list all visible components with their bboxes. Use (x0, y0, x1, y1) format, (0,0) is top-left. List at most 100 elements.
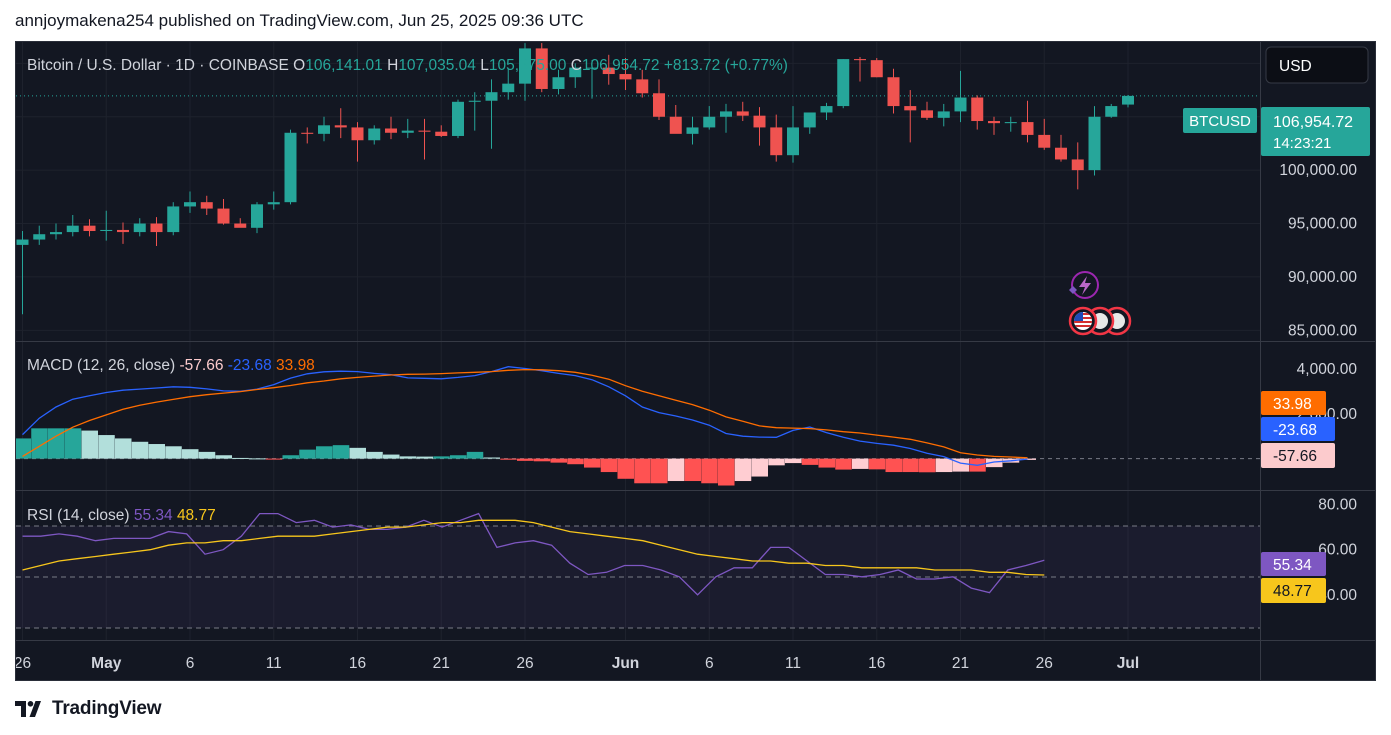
candle-body (653, 93, 665, 117)
last-price-value: 106,954.72 (1273, 114, 1353, 131)
macd-histogram-bar (366, 451, 383, 459)
rsi-legend: RSI (14, close) 55.34 48.77 (27, 507, 216, 524)
macd-histogram-bar (316, 446, 333, 459)
candle-body (66, 225, 79, 233)
candle (150, 217, 163, 246)
candle (736, 101, 749, 122)
macd-histogram-bar (416, 456, 433, 459)
macd-histogram-bar (48, 428, 65, 459)
candle-body (485, 92, 498, 101)
time-tick-label[interactable]: 11 (266, 655, 282, 672)
candle (569, 63, 582, 88)
price-axis-labels[interactable]: 85,000.0090,000.0095,000.00100,000.00105… (1279, 55, 1357, 339)
time-tick-label[interactable]: May (91, 655, 122, 672)
candle (854, 56, 866, 82)
candle-body (251, 204, 263, 228)
ticker-tag (1183, 108, 1257, 133)
rsi-ma-value-tag-label: 48.77 (1273, 583, 1312, 600)
candle (385, 116, 397, 140)
price-tick-label[interactable]: 90,000.00 (1288, 269, 1357, 286)
macd-tick-label[interactable]: 4,000.00 (1297, 361, 1358, 378)
rsi-tick-label[interactable]: 80.00 (1318, 497, 1357, 514)
signal-value-tag-label: 33.98 (1273, 396, 1312, 413)
candlestick-series (16, 43, 1134, 315)
macd-histogram-bar (935, 458, 953, 473)
time-tick-label[interactable]: 16 (868, 655, 885, 672)
chart-canvas[interactable]: 85,000.00 90,000.00 95,000.00 100,000.00 105… (14, 42, 1375, 680)
tradingview-logo-icon[interactable] (15, 701, 45, 717)
candle (301, 127, 314, 144)
macd-hist-value: -57.66 (179, 357, 223, 374)
candle (468, 92, 481, 131)
time-tick-label[interactable]: 6 (186, 655, 195, 672)
candle (50, 223, 62, 240)
candle (284, 129, 297, 205)
candle-body (535, 48, 548, 89)
rsi-tick-label[interactable]: 40.00 (1318, 587, 1357, 604)
macd-histogram-bar (483, 457, 500, 459)
price-tick-label[interactable]: 95,000.00 (1288, 216, 1357, 233)
candle (234, 218, 247, 228)
candle-body (133, 223, 146, 233)
tradingview-footer[interactable]: TradingView (15, 697, 162, 721)
candle (1038, 118, 1051, 150)
macd-histogram-bar (684, 458, 701, 482)
hist-value-tag-label: -57.66 (1273, 448, 1317, 465)
candle (686, 116, 699, 145)
rsi-axis-labels[interactable]: 80.00 60.00 40.00 (1318, 497, 1357, 604)
candle (636, 69, 649, 98)
candle (251, 202, 263, 234)
candle-body (234, 223, 247, 228)
time-tick-label[interactable]: 26 (516, 655, 533, 672)
rsi-value: 55.34 (134, 507, 173, 524)
candle (552, 69, 565, 95)
macd-histogram-bar (64, 428, 82, 459)
candle-body (452, 101, 464, 136)
chart-frame[interactable]: 85,000.00 90,000.00 95,000.00 100,000.00 105… (14, 41, 1376, 681)
candle (1004, 116, 1017, 132)
tradingview-brand-name[interactable]: TradingView (52, 698, 162, 719)
candle-body (418, 130, 431, 132)
time-tick-label[interactable]: 26 (14, 655, 31, 672)
candle (1071, 142, 1084, 190)
time-axis-labels[interactable]: 26 May 6 11 16 21 26 Jun 6 11 16 21 26 Jul (14, 655, 1139, 672)
candle (870, 58, 883, 78)
currency-button-label[interactable]: USD (1279, 58, 1312, 75)
candle-body (200, 202, 213, 209)
rsi-tick-label[interactable]: 60.00 (1318, 542, 1357, 559)
time-tick-label[interactable]: 16 (349, 655, 366, 672)
candle-body (837, 59, 850, 107)
price-tick-label[interactable]: 100,000.00 (1279, 162, 1357, 179)
time-tick-label[interactable]: 11 (785, 655, 801, 672)
candle-body (368, 128, 381, 141)
macd-histogram-bar (198, 451, 216, 459)
candle-body (100, 229, 113, 232)
candle (586, 60, 598, 99)
candle-body (770, 127, 783, 156)
candle-body (33, 234, 46, 240)
candle-body (686, 127, 699, 134)
candle (1105, 103, 1118, 118)
macd-histogram-bar (299, 449, 316, 459)
macd-histogram-bar (249, 458, 266, 460)
time-tick-label[interactable]: 21 (952, 655, 969, 672)
time-tick-label[interactable]: Jun (612, 655, 640, 672)
candle (1055, 134, 1067, 162)
candle (1021, 100, 1034, 143)
rsi-title: RSI (14, close) (27, 507, 130, 524)
us-economic-event-flag-icon[interactable] (1068, 306, 1132, 336)
time-tick-label[interactable]: 6 (705, 655, 714, 672)
time-tick-label[interactable]: 26 (1036, 655, 1053, 672)
candle (16, 231, 29, 315)
candle (267, 191, 280, 210)
candle-body (334, 125, 347, 128)
currency-button[interactable] (1265, 46, 1369, 84)
candle (368, 125, 381, 145)
price-tick-label[interactable]: 85,000.00 (1288, 322, 1357, 339)
ideas-lightning-icon[interactable] (1069, 271, 1099, 299)
time-tick-label[interactable]: 21 (433, 655, 450, 672)
signal-line (22, 368, 1028, 459)
time-tick-label[interactable]: Jul (1117, 655, 1139, 672)
rsi-ma-value: 48.77 (177, 507, 216, 524)
macd-value-tag-label: -23.68 (1273, 422, 1317, 439)
